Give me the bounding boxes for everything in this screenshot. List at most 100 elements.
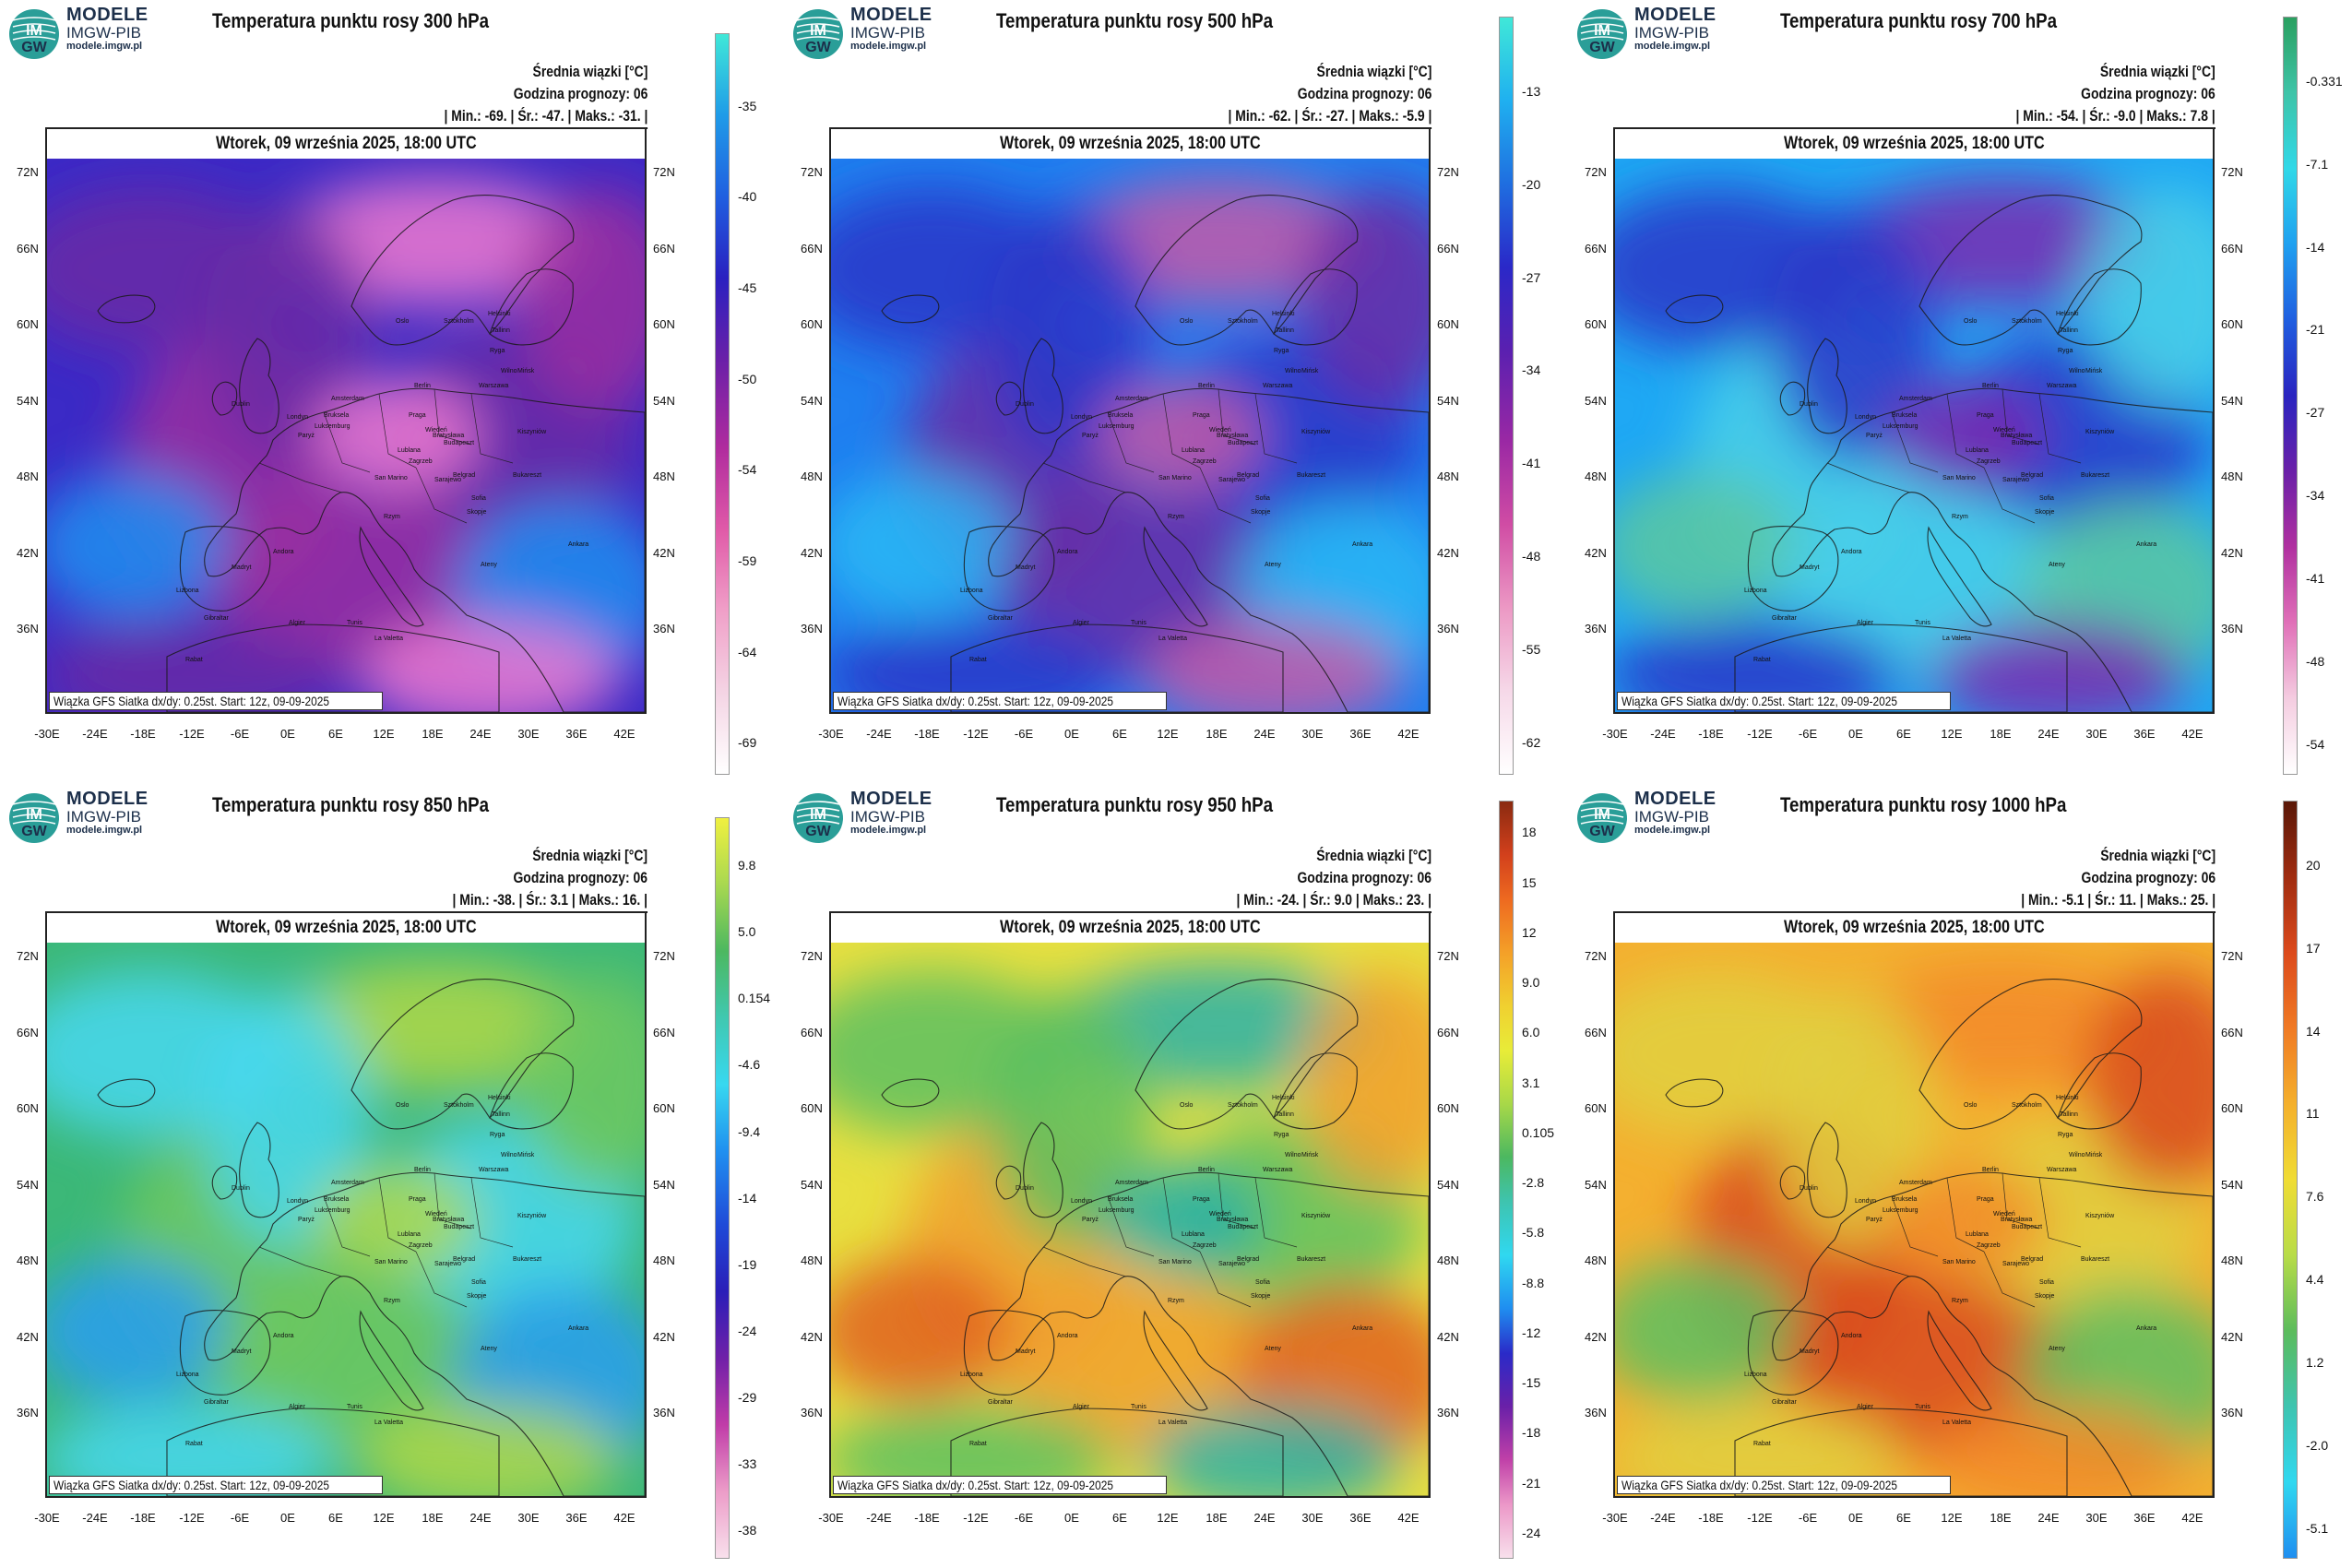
svg-text:GW: GW xyxy=(1589,824,1615,839)
city-label: Wilno xyxy=(1285,368,1301,374)
city-label: San Marino xyxy=(1158,475,1192,481)
city-label: Luksemburg xyxy=(1099,423,1134,430)
org-url: modele.imgw.pl xyxy=(850,40,927,52)
valid-date-bar: Wtorek, 09 września 2025, 18:00 UTC xyxy=(47,129,645,160)
city-label: Berlin xyxy=(1198,383,1215,389)
lon-tick: -6E xyxy=(1798,1511,1818,1525)
lon-tick: -18E xyxy=(130,1511,156,1525)
city-label: Tunis xyxy=(1131,620,1146,626)
lat-tick-right: 66N xyxy=(2221,1026,2243,1039)
lon-tick: 6E xyxy=(1896,1511,1911,1525)
lon-tick: 18E xyxy=(1990,1511,2012,1525)
city-label: San Marino xyxy=(374,475,408,481)
city-label: Paryż xyxy=(298,1217,315,1223)
city-label: Ateny xyxy=(481,1346,497,1352)
field-blob xyxy=(988,989,1154,1247)
lat-tick-left: 60N xyxy=(801,1101,823,1115)
city-label: Berlin xyxy=(1982,383,1999,389)
city-label: Helsinki xyxy=(488,311,511,317)
city-label: Wiedeń xyxy=(1209,427,1231,434)
city-label: Andora xyxy=(1841,1333,1862,1339)
city-label: Ankara xyxy=(1352,1325,1372,1332)
field-blob xyxy=(204,205,370,463)
city-label: Algier xyxy=(1857,1404,1874,1410)
city-label: San Marino xyxy=(374,1259,408,1265)
dewpoint-field-map: Oslo Helsinki Sztokholm Tallinn Ryga Wilno Miń… xyxy=(831,943,1429,1496)
org-name: MODELE IMGW-PIB modele.imgw.pl xyxy=(66,6,148,52)
city-label: Kiszyniów xyxy=(1301,429,1331,435)
city-label: Belgrad xyxy=(1237,472,1259,479)
lat-tick-left: 42N xyxy=(17,546,39,560)
city-label: Lublana xyxy=(398,1231,421,1238)
model-credit-text: Wiązka GFS Siatka dx/dy: 0.25st. Start: … xyxy=(53,694,329,708)
lat-tick-left: 36N xyxy=(1585,622,1607,636)
lat-tick-left: 60N xyxy=(1585,1101,1607,1115)
model-credit: Wiązka GFS Siatka dx/dy: 0.25st. Start: … xyxy=(49,692,383,710)
lat-tick-right: 48N xyxy=(653,469,675,483)
lat-tick-right: 42N xyxy=(653,546,675,560)
ensemble-mean-label: Średnia wiązki [°C] xyxy=(1316,847,1431,864)
lon-tick: 6E xyxy=(1112,727,1127,741)
field-blob xyxy=(517,970,645,1192)
city-label: Sztokholm xyxy=(444,318,474,325)
city-label: Belgrad xyxy=(2021,472,2043,479)
lat-tick-right: 66N xyxy=(2221,242,2243,255)
city-label: Oslo xyxy=(396,1102,410,1109)
map-panel-300-hpa: IM GW MODELE IMGW-PIB modele.imgw.pl Temperat… xyxy=(0,0,784,784)
ensemble-mean-label: Średnia wiązki [°C] xyxy=(1316,63,1431,80)
city-label: Ryga xyxy=(490,1132,505,1138)
city-label: Lizbona xyxy=(960,1372,983,1378)
lon-tick: 12E xyxy=(1157,1511,1179,1525)
city-label: Sofia xyxy=(2039,495,2054,502)
forecast-hour-label: Godzina prognozy: 06 xyxy=(2081,869,2215,886)
field-blob xyxy=(1772,989,1938,1247)
coastlines xyxy=(881,195,1429,712)
city-label: Bukareszt xyxy=(513,472,541,479)
city-label: Rabat xyxy=(185,657,203,663)
city-label: Tallinn xyxy=(492,1111,510,1118)
city-label: Luksemburg xyxy=(1883,1207,1918,1214)
city-label: Wiedeń xyxy=(425,427,447,434)
lon-tick: -30E xyxy=(1602,1511,1628,1525)
lon-tick: -18E xyxy=(1698,1511,1724,1525)
city-label: Zagrzeb xyxy=(1977,458,2001,465)
city-label: Warszawa xyxy=(2047,1167,2077,1173)
colorbar-label: -40 xyxy=(738,189,757,205)
colorbar-label: -21 xyxy=(1522,1475,1541,1491)
lat-tick-right: 36N xyxy=(1437,622,1459,636)
stats-block: Średnia wiązki [°C] Godzina prognozy: 06 |… xyxy=(1228,61,1431,129)
city-label: Andora xyxy=(273,1333,294,1339)
lat-tick-left: 66N xyxy=(1585,1026,1607,1039)
lon-tick: 36E xyxy=(1349,727,1372,741)
city-label: Skopje xyxy=(2035,509,2055,516)
lon-tick: 0E xyxy=(1848,727,1863,741)
colorbar-label: 4.4 xyxy=(2306,1272,2324,1288)
lon-tick: 24E xyxy=(469,727,492,741)
city-label: Belgrad xyxy=(453,1256,475,1263)
city-label: Rzym xyxy=(384,514,400,520)
city-label: Budapeszt xyxy=(1228,1224,1258,1230)
colorbar-label: -41 xyxy=(1522,456,1541,471)
colorbar-label: -2.0 xyxy=(2306,1437,2329,1453)
city-label: Ateny xyxy=(2049,1346,2065,1352)
lat-tick-right: 60N xyxy=(653,317,675,331)
lat-tick-left: 66N xyxy=(801,242,823,255)
city-label: Rabat xyxy=(969,657,987,663)
lat-tick-left: 54N xyxy=(1585,1178,1607,1192)
field-blob xyxy=(361,620,619,712)
city-label: Gibraltar xyxy=(204,1399,230,1406)
colorbar-label: -18 xyxy=(1522,1425,1541,1441)
model-credit-text: Wiązka GFS Siatka dx/dy: 0.25st. Start: … xyxy=(837,694,1113,708)
city-label: Zagrzeb xyxy=(409,1242,433,1249)
city-label: Sztokholm xyxy=(1228,318,1258,325)
city-label: Belgrad xyxy=(453,472,475,479)
lon-tick: -6E xyxy=(230,1511,250,1525)
lat-tick-right: 36N xyxy=(653,1406,675,1420)
lon-tick: 12E xyxy=(373,727,395,741)
city-label: Andora xyxy=(1057,1333,1078,1339)
field-blob xyxy=(831,1404,1117,1496)
city-label: Londyn xyxy=(1071,414,1092,421)
lon-tick: -18E xyxy=(914,1511,940,1525)
lon-tick: 12E xyxy=(1941,1511,1963,1525)
lon-tick: 24E xyxy=(2037,1511,2060,1525)
